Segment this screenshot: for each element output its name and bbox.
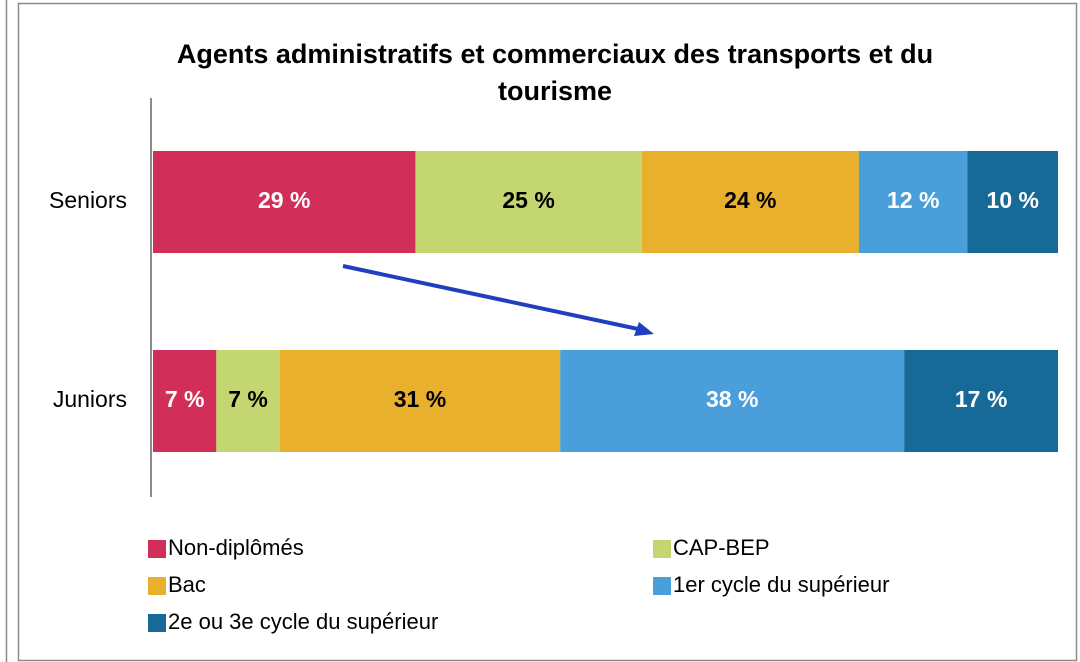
category-label: Juniors	[53, 386, 127, 412]
data-label: 17 %	[955, 386, 1007, 412]
data-label: 38 %	[706, 386, 758, 412]
legend-label: Non-diplômés	[168, 535, 304, 560]
chart-title: Agents administratifs et commerciaux des…	[176, 39, 934, 106]
category-label: Seniors	[49, 187, 127, 213]
legend-label: CAP-BEP	[673, 535, 770, 560]
data-label: 29 %	[258, 187, 310, 213]
bar-segment	[858, 151, 968, 253]
legend-label: 2e ou 3e cycle du supérieur	[168, 609, 438, 634]
bar-segment	[216, 350, 280, 452]
bar-segment	[641, 151, 859, 253]
bar-segment	[279, 350, 561, 452]
trend-arrow	[342, 264, 654, 336]
bar-segment	[153, 350, 217, 452]
legend-label: 1er cycle du supérieur	[673, 572, 889, 597]
data-label: 24 %	[724, 187, 776, 213]
data-label: 7 %	[228, 386, 268, 412]
data-label: 7 %	[165, 386, 205, 412]
data-label: 12 %	[887, 187, 939, 213]
data-label: 25 %	[502, 187, 554, 213]
legend-swatch	[653, 540, 671, 558]
chart-frame	[17, 2, 1078, 662]
bar-segment	[967, 151, 1058, 253]
legend-swatch	[148, 577, 166, 595]
bar-segment	[153, 151, 416, 253]
legend-swatch	[148, 540, 166, 558]
legend-label: Bac	[168, 572, 206, 597]
legend-swatch	[653, 577, 671, 595]
bar-segment	[415, 151, 642, 253]
legend-swatch	[148, 614, 166, 632]
data-label: 31 %	[394, 386, 446, 412]
bar-segment	[904, 350, 1058, 452]
data-label: 10 %	[987, 187, 1039, 213]
bar-segment	[560, 350, 905, 452]
